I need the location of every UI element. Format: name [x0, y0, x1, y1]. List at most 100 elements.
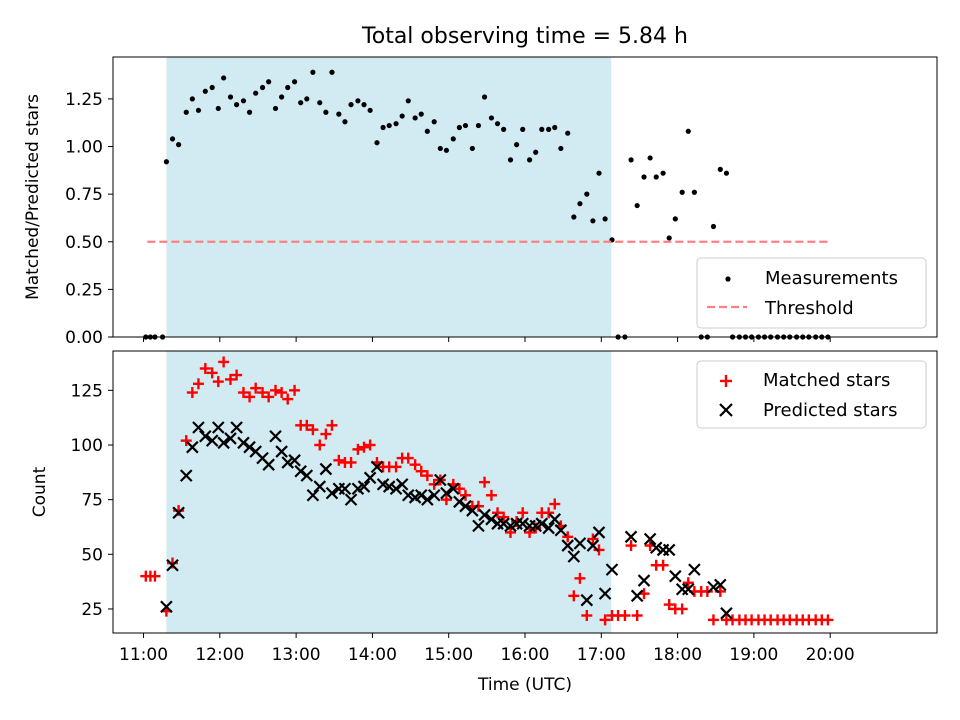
measurement-point	[234, 102, 240, 108]
legend-marker-predicted-stars	[719, 403, 733, 417]
measurement-point	[565, 130, 571, 136]
measurement-point	[399, 113, 405, 119]
measurement-point	[323, 109, 329, 115]
predicted-star-point-b	[637, 574, 651, 587]
measurement-point	[533, 149, 539, 155]
measurement-point	[571, 214, 577, 220]
bottom-y-tick-label: 50	[81, 545, 103, 565]
measurement-point	[227, 94, 234, 100]
measurement-point	[437, 145, 443, 152]
predicted-star-point-b	[243, 440, 256, 454]
top-y-axis-label: Matched/Predicted stars	[23, 94, 43, 300]
measurement-point	[660, 170, 666, 176]
predicted-star-point-b	[166, 558, 179, 572]
predicted-star-point-b	[275, 445, 288, 458]
predicted-star-point-b	[344, 493, 358, 506]
measurement-point	[685, 128, 691, 134]
matched-star-point	[707, 614, 719, 626]
predicted-star-point-b	[624, 530, 638, 544]
measurement-point	[481, 94, 488, 100]
predicted-star-point-b	[376, 478, 390, 491]
predicted-star-point-b	[580, 593, 594, 607]
x-tick-label: 20:00	[806, 645, 855, 665]
measurement-point	[310, 69, 316, 75]
predicted-star-point-b	[630, 589, 644, 603]
matched-star-point	[619, 610, 631, 622]
measurement-point	[647, 155, 653, 161]
predicted-star-point-b	[294, 464, 307, 478]
predicted-star-point	[548, 513, 562, 526]
matched-star-point	[390, 461, 402, 473]
measurement-point	[526, 157, 533, 163]
measurement-point	[424, 128, 430, 134]
measurement-point	[462, 122, 469, 129]
top-y-tick-label: 0.50	[65, 233, 103, 253]
predicted-star-point	[561, 539, 575, 552]
predicted-star-point-b	[269, 429, 282, 443]
predicted-star-point-b	[186, 440, 199, 454]
matched-star-point	[199, 362, 211, 374]
measurement-point	[348, 102, 354, 108]
predicted-star-point	[567, 550, 581, 563]
matched-star-point	[682, 577, 694, 589]
predicted-star-point	[370, 460, 384, 474]
predicted-star-point	[669, 569, 682, 583]
measurement-point	[342, 119, 348, 125]
predicted-star-point-b	[485, 513, 498, 526]
matched-star-point	[822, 614, 834, 626]
measurement-point	[412, 115, 418, 121]
measurement-point	[405, 98, 411, 104]
measurement-point	[691, 189, 697, 195]
predicted-star-point-b	[217, 436, 230, 450]
predicted-star-point	[637, 574, 651, 587]
measurement-point	[577, 201, 583, 207]
predicted-star-point-b	[542, 521, 555, 535]
matched-star-point	[459, 489, 471, 501]
predicted-star-point-b	[586, 539, 600, 552]
predicted-star-point-b	[516, 517, 529, 530]
predicted-star-point	[192, 421, 205, 434]
matched-star-point	[206, 367, 218, 379]
matched-star-point	[663, 599, 675, 611]
predicted-star-point	[497, 517, 510, 530]
predicted-star-point	[598, 587, 612, 600]
measurement-point	[272, 105, 279, 112]
matched-star-point	[358, 441, 370, 453]
predicted-star-point-b	[643, 532, 657, 546]
x-tick-label: 18:00	[653, 645, 702, 665]
measurement-point	[163, 159, 170, 165]
predicted-star-point-b	[262, 458, 275, 471]
predicted-star-point-b	[313, 480, 327, 493]
matched-star-point	[276, 387, 288, 399]
matched-star-point	[289, 384, 301, 396]
predicted-star-point	[262, 458, 275, 471]
measurement-point	[221, 75, 227, 81]
matched-star-point	[479, 476, 491, 488]
predicted-star-point	[281, 456, 294, 469]
legend-label-threshold: Threshold	[764, 298, 854, 319]
bottom-axes-frame	[112, 350, 938, 634]
measurement-point	[717, 166, 723, 172]
bottom-panel: 11:00 12:00 13:00 14:00 15:00 16:00 17:00 18:00…	[30, 350, 938, 695]
predicted-star-point	[535, 517, 549, 530]
measurement-point	[317, 100, 323, 106]
predicted-star-point-b	[224, 432, 237, 445]
measurement-point	[253, 90, 259, 96]
predicted-star-point	[649, 541, 663, 555]
predicted-star-point	[643, 532, 657, 546]
matched-star-point	[543, 507, 555, 519]
matched-star-point	[320, 428, 332, 440]
measurement-point	[393, 121, 399, 127]
legend-label-predicted-stars: Predicted stars	[763, 400, 897, 421]
measurement-point	[679, 189, 685, 195]
predicted-star-point	[466, 504, 479, 517]
predicted-star-point	[357, 480, 371, 493]
measurement-point	[169, 136, 176, 142]
matched-star-point	[498, 511, 510, 523]
predicted-star-point-b	[281, 456, 294, 469]
matched-star-point	[453, 483, 465, 495]
matched-star-point	[409, 459, 421, 471]
predicted-star-point-b	[389, 482, 403, 495]
predicted-star-point	[230, 421, 243, 434]
